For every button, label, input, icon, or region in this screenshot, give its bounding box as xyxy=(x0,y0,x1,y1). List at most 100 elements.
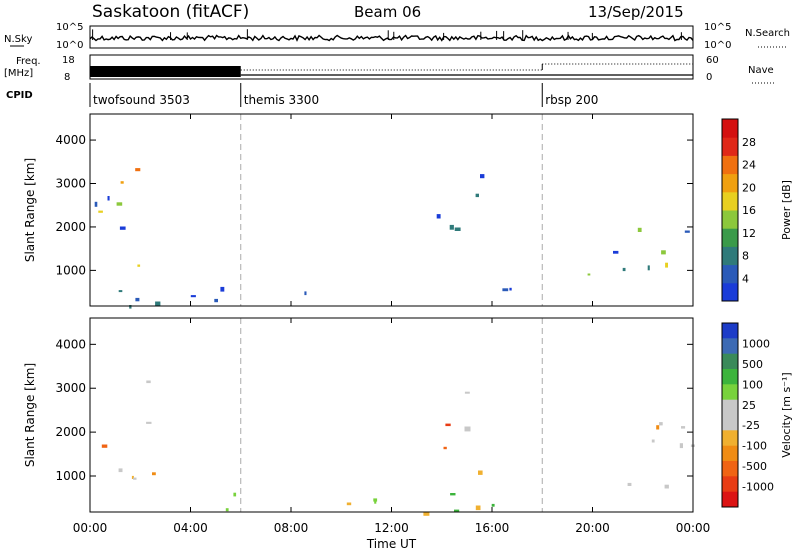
x-tick-label: 20:00 xyxy=(575,521,610,535)
nsearch-bottom-tick: 10^0 xyxy=(704,40,731,51)
colorbar-tick-label: -500 xyxy=(742,460,767,473)
data-cell xyxy=(450,493,456,496)
x-tick-label: 16:00 xyxy=(475,521,510,535)
data-cell xyxy=(681,426,686,429)
x-tick-label: 00:00 xyxy=(676,521,711,535)
x-tick-label: 00:00 xyxy=(73,521,108,535)
colorbar-swatch xyxy=(722,384,738,401)
beam-title: Beam 06 xyxy=(354,3,421,21)
data-cell xyxy=(220,286,225,292)
y-axis-label: Slant Range [km] xyxy=(23,158,37,262)
data-cell xyxy=(135,297,140,302)
nave-label: Nave xyxy=(748,65,774,76)
data-cell xyxy=(684,230,690,233)
colorbar-swatch xyxy=(722,338,738,355)
nave-bottom-tick: 0 xyxy=(706,72,712,83)
colorbar-tick-label: 28 xyxy=(742,136,756,149)
colorbar-frame xyxy=(721,322,739,508)
colorbar-title: Power [dB] xyxy=(780,180,793,240)
data-cell xyxy=(637,227,642,232)
colorbar-swatch xyxy=(722,155,738,175)
data-cell xyxy=(146,380,151,384)
colorbar-tick-label: 500 xyxy=(742,358,763,371)
data-cell xyxy=(659,422,663,426)
plot-area xyxy=(90,114,693,306)
colorbar-tick-label: 25 xyxy=(742,399,756,412)
colorbar-tick-label: -1000 xyxy=(742,481,774,494)
nsky-line xyxy=(89,34,694,42)
plot-area xyxy=(90,318,693,512)
colorbar-tick-label: -25 xyxy=(742,419,760,432)
colorbar-swatch xyxy=(722,264,738,284)
colorbar-tick-label: 1000 xyxy=(742,337,770,350)
colorbar-tick-label: 4 xyxy=(742,272,749,285)
y-tick-label: 1000 xyxy=(55,263,86,277)
data-cell xyxy=(129,305,132,309)
freq-label-line1: Freq. xyxy=(16,56,41,67)
data-cell xyxy=(509,287,512,291)
data-cell xyxy=(445,423,451,427)
data-cell xyxy=(233,492,237,497)
nsearch-top-tick: 10^5 xyxy=(704,22,731,33)
velocity-colorbar: 1000 500 100 25 -25 -100 -500 -1000 Velocity [m … xyxy=(721,322,793,508)
data-cell xyxy=(454,227,461,231)
freq-trace xyxy=(90,63,693,77)
data-cell xyxy=(436,214,441,219)
cpid-label: CPID xyxy=(6,90,33,101)
data-cell xyxy=(133,477,137,480)
y-tick-label: 2000 xyxy=(55,425,86,439)
data-cell xyxy=(622,267,626,272)
nsearch-label: N.Search xyxy=(745,28,790,39)
y-tick-label: 2000 xyxy=(55,220,86,234)
data-cell xyxy=(118,290,123,293)
data-cell xyxy=(587,273,591,276)
colorbar-swatch xyxy=(722,323,738,339)
data-cell xyxy=(443,446,447,450)
colorbar-tick-label: 24 xyxy=(742,159,756,172)
colorbar-swatch xyxy=(722,191,738,211)
colorbar-swatch xyxy=(722,491,738,508)
nsky-bottom-tick: 10^0 xyxy=(56,40,83,51)
data-cell xyxy=(475,193,479,198)
colorbar-swatch xyxy=(722,445,738,462)
data-cell xyxy=(190,295,196,298)
y-tick-label: 4000 xyxy=(55,133,86,147)
data-cell xyxy=(475,505,481,511)
colorbar-swatch xyxy=(722,353,738,370)
colorbar-swatch xyxy=(722,415,738,431)
data-cell xyxy=(502,288,509,292)
data-cell xyxy=(613,250,619,254)
data-cell xyxy=(647,265,650,271)
data-cell xyxy=(214,298,218,303)
colorbar-swatch xyxy=(722,246,738,266)
x-axis-label: Time UT xyxy=(366,537,417,551)
colorbar-tick-label: -100 xyxy=(742,440,767,453)
data-cell xyxy=(464,391,470,394)
nsky-label: N.Sky xyxy=(4,34,32,45)
colorbar-tick-label: 16 xyxy=(742,204,756,217)
data-cell xyxy=(464,426,471,432)
colorbar-swatch xyxy=(722,210,738,229)
data-cell xyxy=(679,443,683,449)
data-cell xyxy=(120,181,124,184)
time-axis: 00:00 04:00 08:00 12:00 16:00 20:00 00:00 Time … xyxy=(73,521,711,551)
data-cell xyxy=(374,500,377,504)
colorbar-swatch xyxy=(722,430,738,447)
data-cell xyxy=(146,421,152,424)
data-cell xyxy=(478,470,483,475)
data-cell xyxy=(119,226,126,230)
cpid-segment-label: twofsound 3503 xyxy=(93,93,190,107)
data-cell xyxy=(423,511,430,516)
x-tick-label: 04:00 xyxy=(173,521,208,535)
data-cell xyxy=(480,174,485,179)
data-cell xyxy=(118,468,123,473)
data-cell xyxy=(491,503,495,507)
data-cell xyxy=(651,439,655,443)
colorbar-tick-label: 100 xyxy=(742,378,763,391)
colorbar-swatch xyxy=(722,461,738,477)
data-cell xyxy=(101,444,108,448)
data-cell xyxy=(155,301,161,306)
colorbar-swatch xyxy=(722,119,738,138)
nsky-top-tick: 10^5 xyxy=(56,22,83,33)
x-tick-label: 12:00 xyxy=(374,521,409,535)
